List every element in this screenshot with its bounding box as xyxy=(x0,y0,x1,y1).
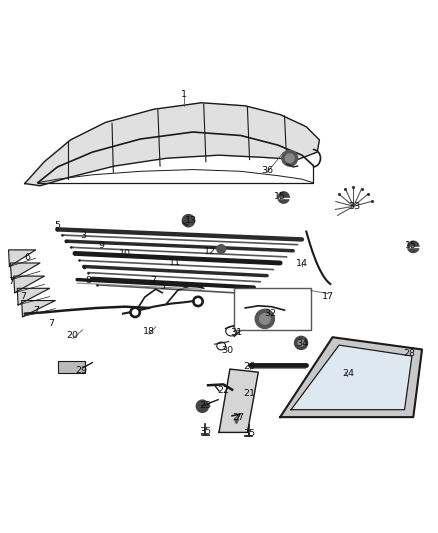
Circle shape xyxy=(195,299,201,304)
Circle shape xyxy=(286,154,294,163)
Text: 24: 24 xyxy=(342,369,354,378)
Text: 34: 34 xyxy=(296,340,308,348)
Text: 13: 13 xyxy=(184,216,197,225)
Circle shape xyxy=(408,241,419,253)
Text: 9: 9 xyxy=(98,241,104,250)
Circle shape xyxy=(196,400,208,413)
Text: 7: 7 xyxy=(33,305,39,314)
Polygon shape xyxy=(25,103,319,185)
Circle shape xyxy=(298,340,304,346)
Text: 7: 7 xyxy=(151,277,156,285)
Text: 28: 28 xyxy=(403,349,415,358)
Circle shape xyxy=(278,192,289,203)
Circle shape xyxy=(294,336,307,350)
Text: 12: 12 xyxy=(204,247,216,256)
Text: 15: 15 xyxy=(405,241,417,250)
Text: 8: 8 xyxy=(85,276,91,285)
Text: 11: 11 xyxy=(170,257,181,266)
Circle shape xyxy=(182,215,194,227)
Polygon shape xyxy=(14,276,44,293)
Text: 14: 14 xyxy=(296,259,308,268)
Polygon shape xyxy=(9,250,35,266)
Text: 27: 27 xyxy=(233,413,245,422)
Text: 1: 1 xyxy=(181,90,187,99)
Text: 35: 35 xyxy=(199,427,211,436)
Text: 17: 17 xyxy=(322,292,334,301)
Circle shape xyxy=(217,245,226,253)
Text: 5: 5 xyxy=(54,221,60,230)
Text: 3: 3 xyxy=(81,231,87,240)
Text: 7: 7 xyxy=(48,319,54,328)
Text: 22: 22 xyxy=(217,386,230,395)
Text: 30: 30 xyxy=(222,346,234,355)
Circle shape xyxy=(193,296,203,306)
Text: 21: 21 xyxy=(244,390,255,399)
Circle shape xyxy=(282,150,297,166)
Text: 7: 7 xyxy=(9,277,14,286)
Text: 10: 10 xyxy=(119,249,131,258)
Text: 15: 15 xyxy=(274,192,286,201)
Text: 31: 31 xyxy=(230,328,243,337)
Text: 20: 20 xyxy=(67,331,79,340)
Circle shape xyxy=(260,313,270,324)
Text: 6: 6 xyxy=(24,253,30,262)
Text: 33: 33 xyxy=(348,202,360,211)
Text: 23: 23 xyxy=(199,401,211,410)
Circle shape xyxy=(133,310,138,315)
Text: 32: 32 xyxy=(265,309,276,318)
Text: 7: 7 xyxy=(21,292,26,301)
Polygon shape xyxy=(21,301,55,317)
FancyBboxPatch shape xyxy=(58,361,85,374)
Text: 35: 35 xyxy=(244,429,256,438)
Polygon shape xyxy=(280,337,422,417)
Circle shape xyxy=(130,307,141,318)
Text: 29: 29 xyxy=(75,366,88,375)
Polygon shape xyxy=(219,369,258,432)
Text: 26: 26 xyxy=(244,362,255,372)
Text: 36: 36 xyxy=(261,166,273,175)
Text: 5: 5 xyxy=(159,281,165,290)
Circle shape xyxy=(255,309,275,328)
Text: 18: 18 xyxy=(143,327,155,336)
Polygon shape xyxy=(11,263,40,280)
Polygon shape xyxy=(291,345,412,410)
Polygon shape xyxy=(17,288,49,305)
FancyBboxPatch shape xyxy=(234,288,311,330)
